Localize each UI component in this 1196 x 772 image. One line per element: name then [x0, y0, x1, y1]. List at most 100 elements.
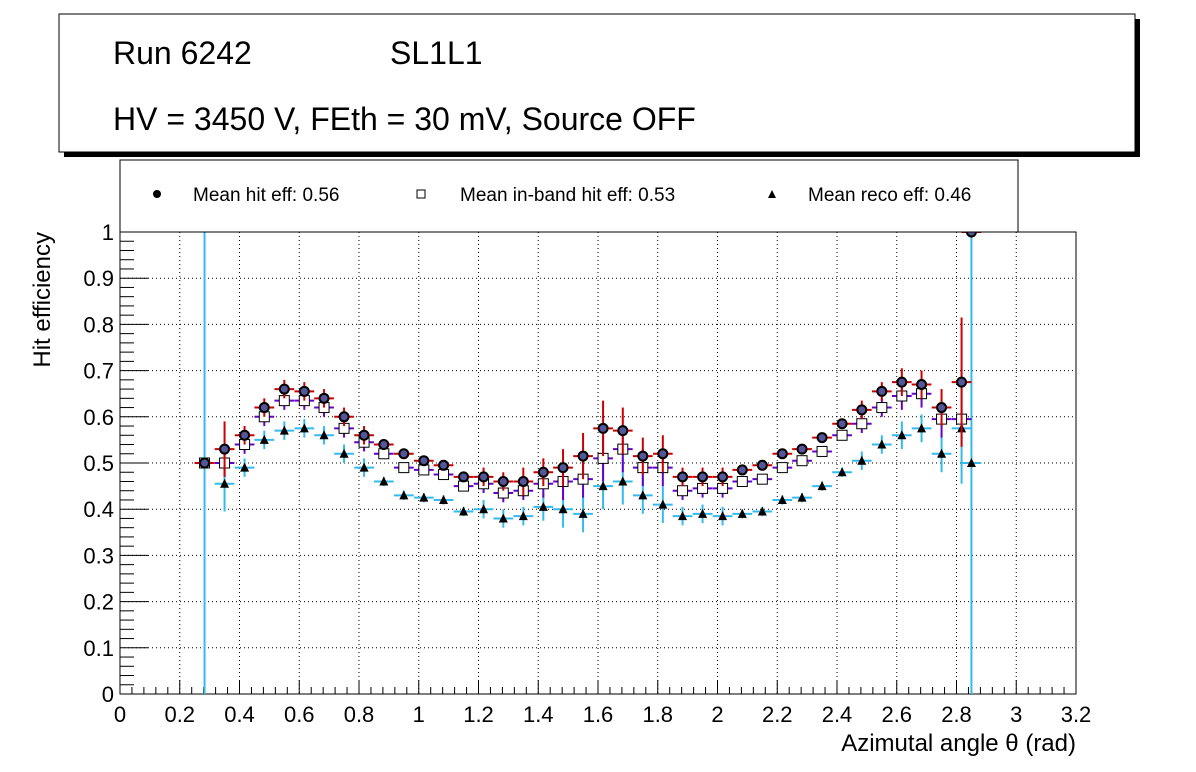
reco-point: [359, 462, 369, 472]
inband-point: [398, 462, 410, 474]
inband-point: [756, 473, 768, 485]
reco-point: [220, 478, 230, 488]
hit-point: [617, 425, 629, 437]
hit-point: [896, 376, 908, 388]
hit-point: [736, 464, 748, 476]
reco-point: [578, 508, 588, 518]
reco-point: [678, 511, 688, 521]
hit-point: [637, 450, 649, 462]
reco-point: [698, 508, 708, 518]
y-axis-title: Hit efficiency: [29, 232, 56, 368]
x-tick-label: 1.6: [583, 702, 614, 727]
reco-point: [638, 490, 648, 500]
reco-point: [718, 511, 728, 521]
hit-point: [418, 455, 430, 467]
hit-point: [278, 383, 290, 395]
legend-box: [119, 159, 1019, 233]
hit-point: [697, 471, 709, 483]
reco-point: [459, 506, 469, 516]
reco-point: [797, 492, 807, 502]
x-tick-label: 0: [114, 702, 126, 727]
inband-point: [677, 485, 689, 497]
hit-point: [956, 376, 968, 388]
reco-point: [917, 423, 927, 433]
reco-point: [857, 455, 867, 465]
x-tick-label: 2.8: [941, 702, 972, 727]
y-tick-label: 0.6: [83, 405, 114, 430]
y-tick-label: 0.3: [83, 543, 114, 568]
run-label: Run 6242: [113, 35, 252, 71]
hit-point: [378, 439, 390, 451]
y-tick-label: 0.5: [83, 451, 114, 476]
layer-label: SL1L1: [390, 35, 483, 71]
hit-point: [517, 475, 529, 487]
reco-point: [439, 494, 449, 504]
reco-point: [240, 462, 250, 472]
x-tick-label: 0.6: [284, 702, 315, 727]
inband-point: [736, 475, 748, 487]
x-tick-label: 1: [413, 702, 425, 727]
legend-inband-label: Mean in-band hit eff: 0.53: [460, 185, 675, 206]
hit-point: [677, 471, 689, 483]
reco-point: [618, 476, 628, 486]
hit-point: [537, 466, 549, 478]
x-tick-label: 0.4: [224, 702, 255, 727]
x-tick-label: 3.2: [1061, 702, 1092, 727]
x-tick-label: 1.2: [463, 702, 494, 727]
x-tick-label: 2.4: [822, 702, 853, 727]
inband-point: [458, 480, 470, 492]
legend-reco-marker: [768, 190, 776, 198]
hit-point: [796, 443, 808, 455]
reco-point: [817, 481, 827, 491]
hit-point: [458, 471, 470, 483]
hit-point: [756, 459, 768, 471]
x-tick-label: 3: [1010, 702, 1022, 727]
hit-point: [597, 422, 609, 434]
hit-point: [438, 459, 450, 471]
legend-hit-label: Mean hit eff: 0.56: [193, 185, 339, 206]
conditions-label: HV = 3450 V, FEth = 30 mV, Source OFF: [113, 101, 696, 137]
x-tick-label: 2.6: [881, 702, 912, 727]
reco-point: [937, 448, 947, 458]
hit-point: [398, 448, 410, 460]
hit-point: [836, 418, 848, 430]
reco-point: [877, 439, 887, 449]
inband-point: [836, 429, 848, 441]
x-tick-label: 0.8: [344, 702, 375, 727]
x-axis-title: Azimutal angle θ (rad): [841, 730, 1076, 757]
series-hit: [194, 226, 982, 496]
legend-reco-label: Mean reco eff: 0.46: [808, 185, 971, 206]
inband-point: [876, 402, 888, 414]
legend-inband-marker: [416, 189, 426, 199]
x-tick-label: 1.4: [523, 702, 554, 727]
reco-point: [319, 430, 329, 440]
inband-point: [378, 448, 390, 460]
hit-point: [497, 475, 509, 487]
inband-point: [438, 469, 450, 481]
axis-ticks: 0 0.2 0.4 0.6 0.8 1 1.2 1.4 1.6 1.8 2 2.2 2.4 2.6 2.8 3…: [83, 220, 1091, 727]
inband-point: [856, 418, 868, 430]
y-tick-label: 0.8: [83, 312, 114, 337]
title-box-frame: [58, 13, 1136, 153]
y-tick-label: 0.1: [83, 636, 114, 661]
reco-point: [379, 476, 389, 486]
y-tick-label: 0.2: [83, 590, 114, 615]
reco-point: [966, 458, 976, 467]
title-box: Run 6242 SL1L1 HV = 3450 V, FEth = 30 mV…: [58, 13, 1140, 157]
data-series: [194, 226, 982, 694]
reco-point: [737, 508, 747, 518]
reco-point: [598, 481, 608, 491]
hit-point: [657, 448, 669, 460]
legend-hit-marker: [153, 190, 161, 198]
y-tick-label: 0: [102, 682, 114, 707]
reco-point: [339, 448, 349, 458]
hit-point: [358, 429, 370, 441]
hit-point: [816, 432, 828, 444]
inband-point: [418, 464, 430, 476]
x-tick-label: 2.2: [762, 702, 793, 727]
y-tick-label: 0.9: [83, 266, 114, 291]
y-tick-label: 1: [102, 220, 114, 245]
hit-point: [856, 404, 868, 416]
hit-point: [338, 411, 350, 423]
